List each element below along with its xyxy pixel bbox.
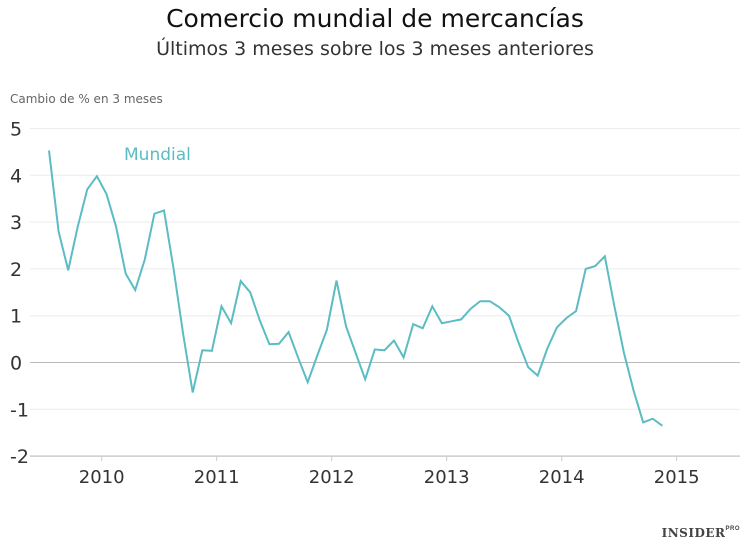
x-tick-label: 2010 (79, 467, 125, 488)
y-tick-label: 1 (10, 306, 22, 328)
x-tick-label: 2013 (424, 467, 470, 488)
y-tick-label: 4 (10, 165, 22, 187)
y-tick-label: 0 (10, 353, 22, 375)
y-tick-label: 5 (10, 119, 22, 141)
y-tick-label: 2 (10, 259, 22, 281)
y-tick-label: -1 (10, 399, 29, 421)
x-tick-label: 2011 (194, 467, 240, 488)
series-line-mundial (48, 150, 663, 427)
x-tick-label: 2015 (654, 467, 700, 488)
insider-pro-logo: INSIDERPRO (661, 526, 740, 540)
y-axis-label: Cambio de % en 3 meses (10, 92, 163, 106)
x-tick-label: 2012 (309, 467, 355, 488)
y-tick-label: 3 (10, 212, 22, 234)
chart-title: Comercio mundial de mercancías (166, 4, 584, 33)
x-tick-label: 2014 (539, 467, 585, 488)
y-tick-label: -2 (10, 446, 29, 468)
series-label-mundial: Mundial (124, 145, 191, 165)
chart-subtitle: Últimos 3 meses sobre los 3 meses anteri… (156, 38, 594, 60)
